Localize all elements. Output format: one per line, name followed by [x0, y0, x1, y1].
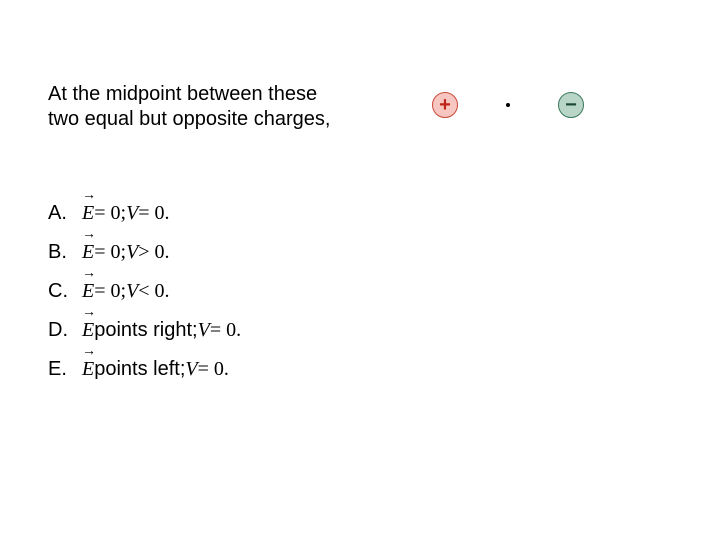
v-symbol: V — [198, 319, 210, 342]
option-b: B. E = 0; V > 0. — [48, 239, 241, 264]
v-relation: < 0. — [138, 280, 169, 303]
e-vector-symbol: E — [82, 239, 94, 264]
e-equals-zero: = 0; — [94, 241, 126, 264]
question-line-2: two equal but opposite charges, — [48, 107, 330, 132]
e-vector-symbol: E — [82, 317, 94, 342]
option-letter: C. — [48, 280, 82, 303]
v-relation: > 0. — [138, 241, 169, 264]
option-body: E = 0; V > 0. — [82, 239, 170, 264]
option-letter: E. — [48, 358, 82, 381]
option-letter: D. — [48, 319, 82, 342]
e-direction: points right; — [94, 319, 197, 342]
v-symbol: V — [126, 202, 138, 225]
e-equals-zero: = 0; — [94, 280, 126, 303]
v-relation: = 0. — [198, 358, 229, 381]
e-vector-symbol: E — [82, 278, 94, 303]
option-a: A. E = 0; V = 0. — [48, 200, 241, 225]
option-d: D. E points right; V = 0. — [48, 317, 241, 342]
v-relation: = 0. — [138, 202, 169, 225]
positive-charge-icon: + — [432, 92, 458, 118]
v-relation: = 0. — [210, 319, 241, 342]
e-vector-symbol: E — [82, 200, 94, 225]
option-c: C. E = 0; V < 0. — [48, 278, 241, 303]
e-vector-symbol: E — [82, 356, 94, 381]
option-body: E points left; V = 0. — [82, 356, 229, 381]
negative-charge-icon: − — [558, 92, 584, 118]
answer-options: A. E = 0; V = 0. B. E = 0; V > 0. C. E =… — [48, 200, 241, 395]
charge-diagram: + − — [432, 92, 584, 118]
v-symbol: V — [126, 280, 138, 303]
option-letter: B. — [48, 241, 82, 264]
v-symbol: V — [185, 358, 197, 381]
option-e: E. E points left; V = 0. — [48, 356, 241, 381]
option-letter: A. — [48, 202, 82, 225]
option-body: E = 0; V = 0. — [82, 200, 170, 225]
e-direction: points left; — [94, 358, 185, 381]
question-line-1: At the midpoint between these — [48, 82, 330, 107]
v-symbol: V — [126, 241, 138, 264]
option-body: E = 0; V < 0. — [82, 278, 170, 303]
option-body: E points right; V = 0. — [82, 317, 241, 342]
midpoint-dot — [506, 103, 510, 107]
e-equals-zero: = 0; — [94, 202, 126, 225]
question-text: At the midpoint between these two equal … — [48, 82, 330, 132]
